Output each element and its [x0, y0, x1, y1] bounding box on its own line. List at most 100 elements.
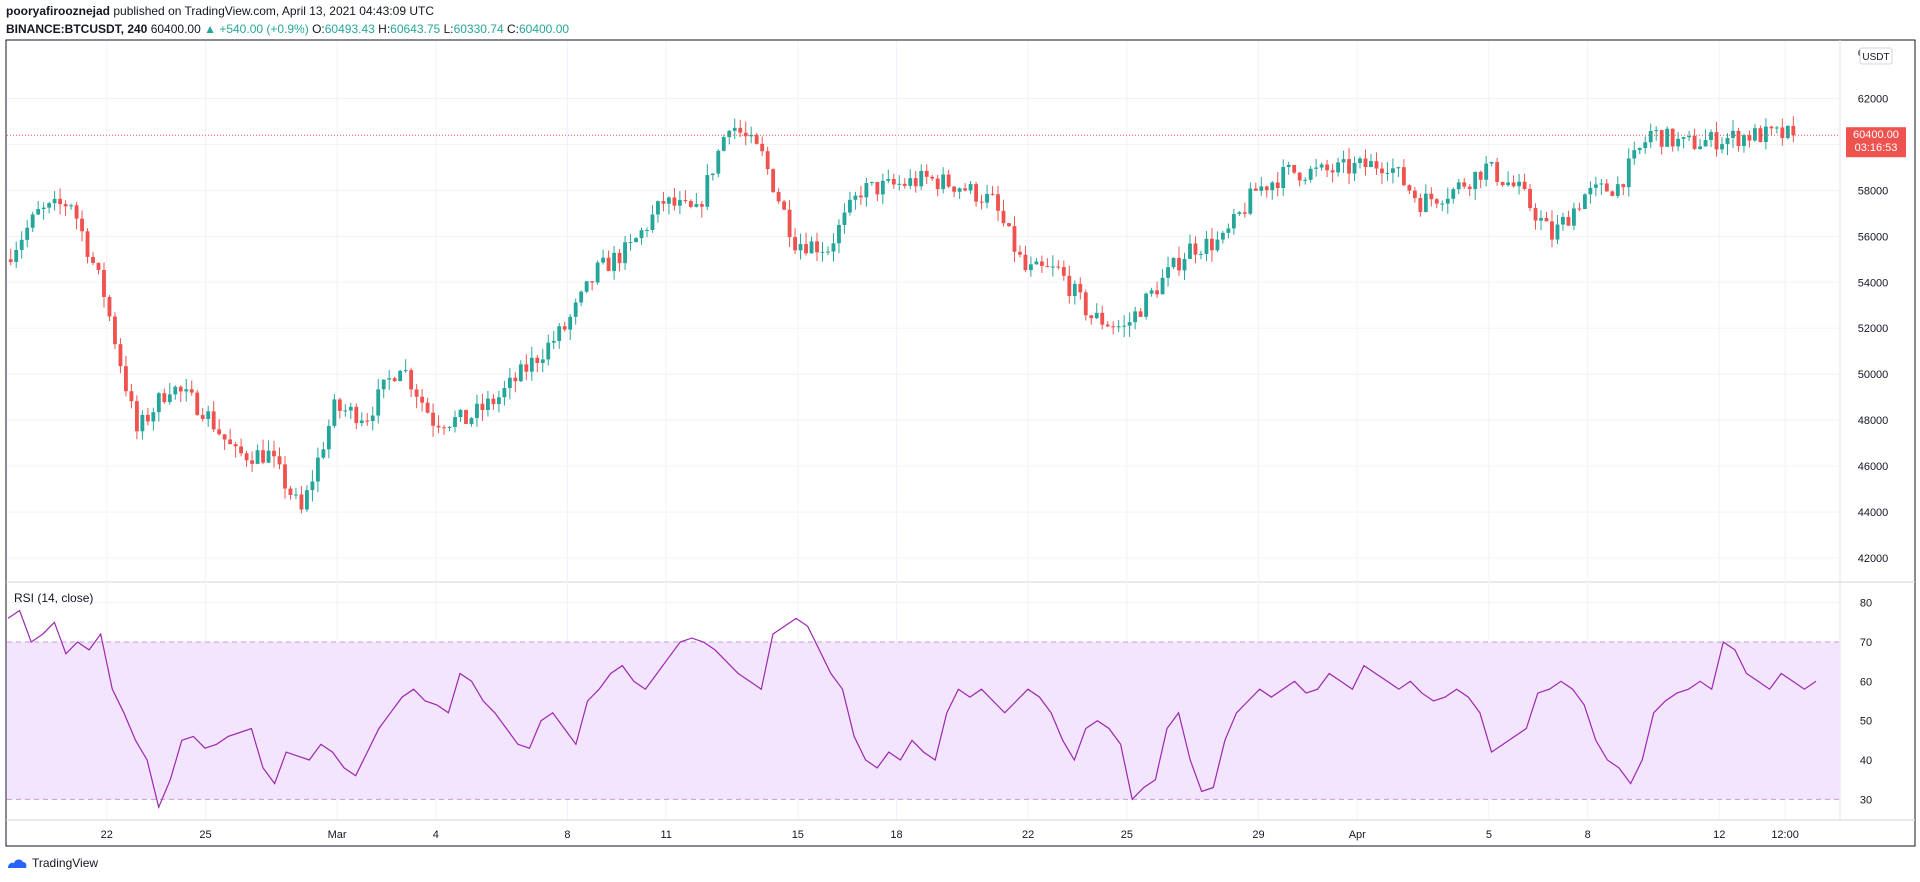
candle-body [590, 281, 595, 283]
candle-body [392, 378, 397, 382]
candle-body [1226, 228, 1231, 233]
candle-body [233, 444, 238, 447]
close-value: 60400.00 [518, 22, 570, 36]
candle-body [1242, 212, 1247, 214]
candle-body [1582, 194, 1587, 209]
candle-body [431, 412, 435, 426]
candle-body [496, 397, 501, 405]
candle-body [557, 326, 562, 341]
candle-body [162, 393, 167, 403]
candle-body [1275, 182, 1280, 189]
candle-body [480, 403, 485, 410]
close-label: C: [506, 22, 519, 36]
candle-body [1434, 199, 1439, 204]
candle-body [842, 212, 847, 225]
last-price-tag-price: 60400.00 [1853, 129, 1899, 141]
candle-body [63, 204, 68, 207]
time-tick-label: 22 [101, 829, 113, 841]
change-text: +540.00 (+0.9%) [219, 22, 309, 36]
candle-body [211, 411, 216, 430]
ohlc-legend: BINANCE:BTCUSDT, 240 60400.00 ▲ +540.00 … [6, 21, 569, 37]
candle-body [1495, 162, 1500, 182]
candle-body [1056, 266, 1061, 268]
candle-body [1193, 243, 1198, 255]
candle-body [705, 175, 710, 207]
candle-body [721, 137, 726, 151]
candle-body [458, 409, 463, 418]
candle-body [52, 198, 57, 204]
candle-body [96, 262, 101, 270]
candle-body [754, 134, 759, 144]
candle-body [47, 203, 52, 208]
candle-body [1599, 183, 1604, 185]
candle-body [584, 281, 589, 292]
tradingview-logo-icon[interactable] [6, 856, 28, 870]
time-axis: 22 25 Mar 4 8 11 15 18 22 25 29 Apr 5 8 12 12:00 [101, 829, 1799, 841]
candle-body [453, 417, 457, 427]
candle-body [1550, 221, 1554, 240]
candle-body [315, 457, 320, 482]
candle-body [957, 188, 962, 192]
footer: TradingView [6, 856, 98, 870]
candle-body [283, 464, 287, 489]
candle-body [601, 257, 606, 263]
candle-body [1259, 186, 1264, 191]
candle-body [1720, 144, 1724, 150]
candle-body [946, 174, 951, 187]
candle-body [677, 200, 682, 206]
candle-body [1593, 184, 1598, 188]
candle-body [1029, 264, 1033, 271]
candle-body [343, 410, 348, 412]
candle-body [1358, 158, 1362, 163]
tradingview-brand[interactable]: TradingView [32, 856, 99, 870]
candle-body [853, 195, 858, 200]
author-name[interactable]: pooryafirooznejad [6, 4, 111, 18]
candle-body [1632, 150, 1637, 159]
rsi-tick-label: 70 [1860, 637, 1872, 649]
candle-body [1363, 158, 1368, 168]
symbol-label[interactable]: BINANCE:BTCUSDT, 240 [6, 22, 148, 36]
candle-body [1643, 142, 1648, 149]
candle-body [507, 377, 512, 389]
candle-body [1001, 210, 1006, 224]
candle-body [1429, 193, 1434, 200]
candle-body [1742, 135, 1746, 147]
candle-body [568, 316, 573, 330]
candle-body [1160, 277, 1165, 295]
price-axis: 6200060000580005600054000520005000048000… [1858, 47, 1889, 565]
time-tick-label: 12 [1713, 829, 1725, 841]
candle-body [326, 425, 331, 450]
candle-body [370, 415, 375, 422]
candle-body [1478, 171, 1483, 180]
rsi-band [7, 642, 1840, 800]
candle-body [1374, 161, 1379, 169]
candle-body [1626, 158, 1631, 188]
currency-badge: USDT [1859, 47, 1893, 65]
candle-body [1237, 212, 1242, 215]
candle-body [1753, 128, 1757, 141]
candle-body [886, 178, 891, 181]
candle-body [189, 389, 194, 393]
time-tick-label: 5 [1486, 829, 1492, 841]
last-price-tag: 60400.00 03:16:53 [1846, 127, 1906, 158]
rsi-tick-label: 80 [1860, 598, 1872, 610]
candle-body [469, 418, 474, 424]
candle-body [1303, 179, 1308, 181]
candle-body [1785, 125, 1790, 139]
candle-body [1286, 164, 1291, 167]
candle-body [1067, 275, 1072, 296]
candle-body [1731, 130, 1735, 138]
candle-body [1385, 172, 1390, 174]
candle-body [1445, 198, 1450, 204]
candle-body [551, 340, 556, 343]
candle-body [869, 182, 874, 184]
candle-body [952, 186, 957, 192]
candle-body [694, 204, 699, 207]
candle-body [919, 170, 924, 187]
time-tick-label: Mar [328, 829, 347, 841]
candle-body [74, 205, 79, 219]
candle-body [1500, 181, 1505, 186]
price-tick-label: 58000 [1858, 185, 1889, 197]
candle-body [518, 364, 523, 382]
